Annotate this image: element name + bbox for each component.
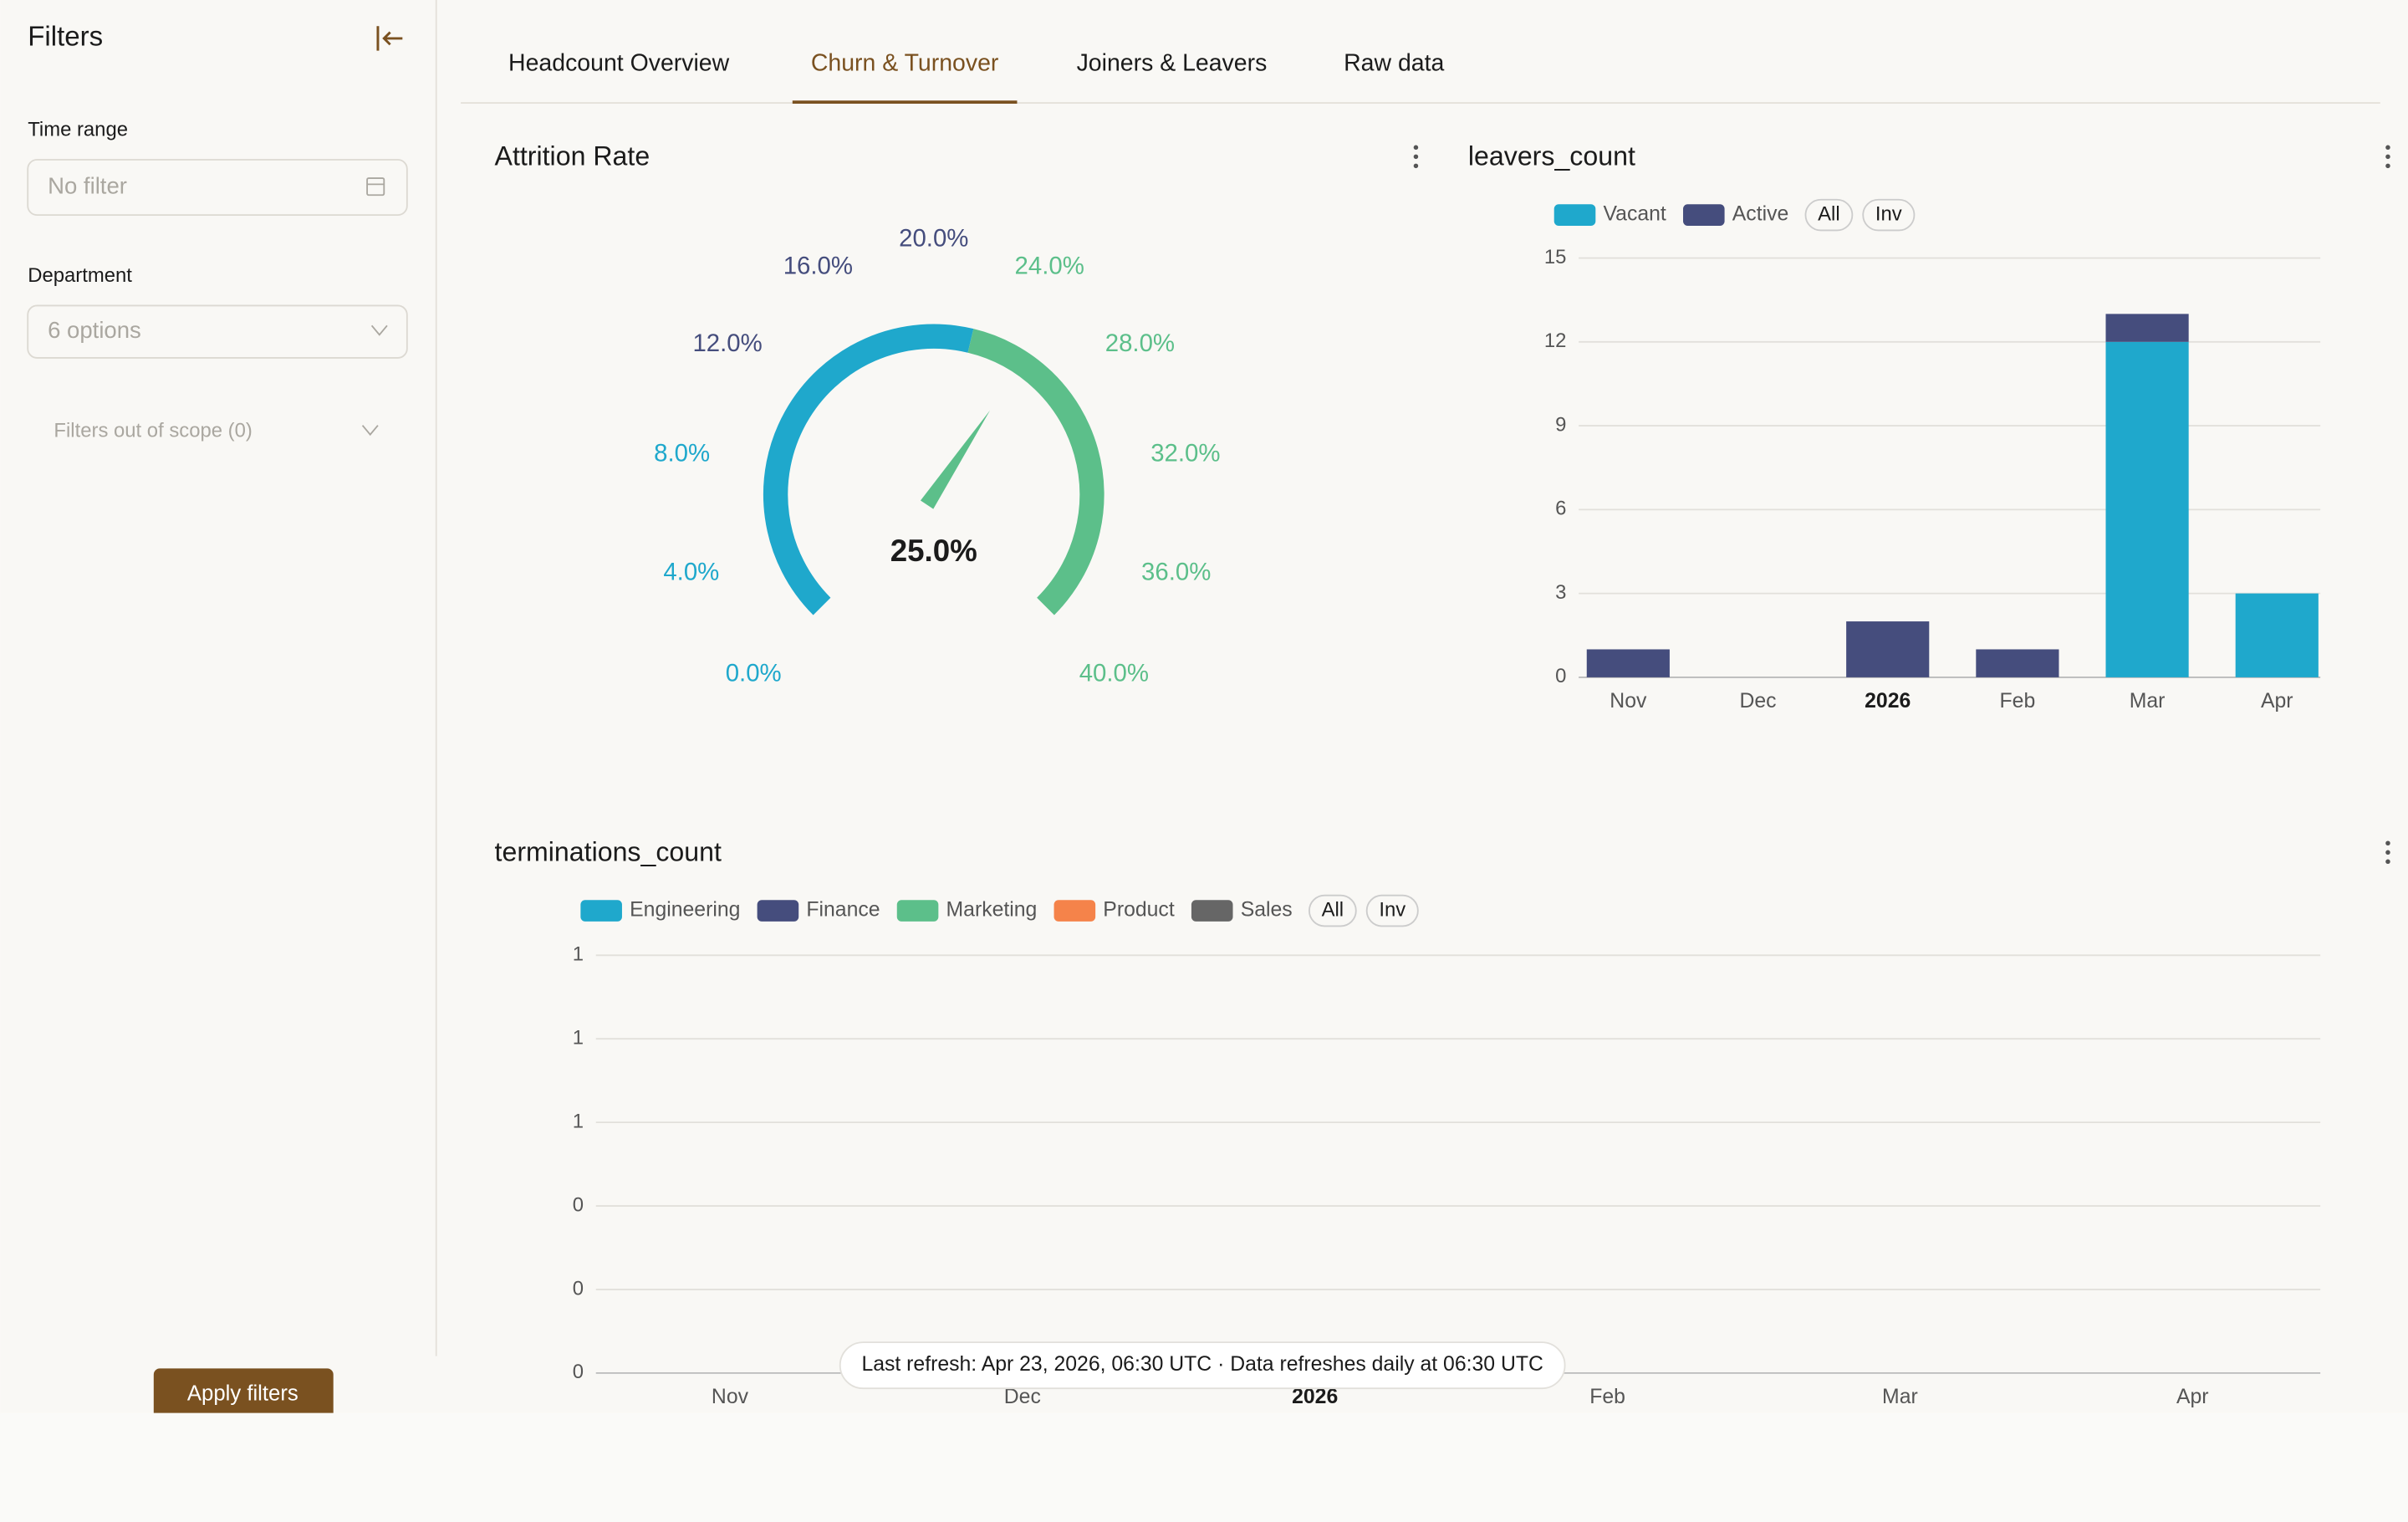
- x-tick-label: Apr: [2176, 1386, 2209, 1408]
- tab[interactable]: Raw data: [1344, 50, 1444, 77]
- bar: [1586, 649, 1670, 677]
- refresh-note-text: Last refresh: Apr 23, 2026, 06:30 UTC · …: [861, 1353, 1543, 1376]
- chart-menu[interactable]: [2385, 840, 2390, 865]
- legend-button[interactable]: [1365, 894, 1419, 927]
- y-tick-label: 0: [573, 1361, 584, 1383]
- fold-mask: [138, 1412, 354, 1444]
- chart-menu[interactable]: [2385, 145, 2390, 169]
- x-tick-label: Feb: [1589, 1386, 1625, 1408]
- x-tick-label: Nov: [1610, 690, 1647, 712]
- y-tick-label: 6: [1555, 498, 1566, 520]
- legend-label[interactable]: Product: [1103, 899, 1175, 922]
- chart-title: terminations_count: [495, 837, 722, 867]
- legend-button[interactable]: [1308, 894, 1357, 927]
- y-tick-label: 15: [1544, 246, 1567, 268]
- legend-label[interactable]: Engineering: [630, 899, 740, 922]
- legend-swatch[interactable]: [580, 900, 622, 922]
- x-tick-label: Dec: [1739, 690, 1776, 712]
- legend-button-label[interactable]: Inv: [1875, 202, 1902, 225]
- gauge-tick-label: 24.0%: [1015, 252, 1084, 279]
- y-tick-label: 0: [573, 1193, 584, 1216]
- tab[interactable]: Headcount Overview: [508, 50, 730, 77]
- bar: [2235, 593, 2319, 677]
- legend-button-label[interactable]: All: [1322, 898, 1344, 921]
- chart-title: Attrition Rate: [495, 141, 650, 171]
- x-tick-label: Nov: [712, 1386, 749, 1408]
- gauge-value: 25.0%: [890, 534, 977, 568]
- gauge-band: [967, 329, 1105, 615]
- bar: [2105, 314, 2189, 342]
- tab[interactable]: Joiners & Leavers: [1077, 50, 1268, 77]
- gauge-tick-label: 20.0%: [899, 224, 968, 252]
- y-tick-label: 1: [573, 1027, 584, 1050]
- x-tick-label: Dec: [1004, 1386, 1041, 1408]
- bar: [1976, 649, 2059, 677]
- chevron: [370, 324, 388, 336]
- legend-button-label[interactable]: All: [1818, 202, 1840, 225]
- gauge-tick-label: 16.0%: [783, 252, 853, 279]
- gauge-tick-label: 40.0%: [1079, 660, 1149, 687]
- department-select[interactable]: [27, 304, 408, 359]
- legend-swatch[interactable]: [896, 900, 939, 922]
- legend-swatch[interactable]: [1191, 900, 1233, 922]
- time-range-label: Time range: [28, 118, 128, 140]
- gauge-tick-label: 8.0%: [654, 439, 710, 467]
- legend-swatch[interactable]: [1683, 204, 1725, 226]
- x-tick-label: Mar: [1882, 1386, 1918, 1408]
- chevron: [361, 425, 379, 437]
- bar: [2105, 341, 2189, 677]
- time-range-input[interactable]: [27, 159, 408, 217]
- gauge-tick-label: 28.0%: [1105, 329, 1175, 357]
- x-tick-label: 2026: [1292, 1386, 1338, 1408]
- time-range-placeholder: No filter: [48, 172, 127, 198]
- gauge-needle: [920, 410, 991, 509]
- gauge-tick-label: 4.0%: [663, 558, 719, 585]
- legend-label[interactable]: Marketing: [946, 899, 1038, 922]
- legend-label[interactable]: Active: [1732, 203, 1788, 226]
- x-tick-label: Feb: [2000, 690, 2036, 712]
- y-tick-label: 0: [1555, 665, 1566, 687]
- x-tick-label: 2026: [1865, 690, 1911, 712]
- gauge-tick-label: 0.0%: [726, 660, 782, 687]
- y-tick-label: 0: [573, 1277, 584, 1300]
- y-tick-label: 12: [1544, 329, 1567, 352]
- legend-button-label[interactable]: Inv: [1379, 898, 1406, 921]
- chart-menu[interactable]: [1413, 145, 1419, 169]
- y-tick-label: 1: [573, 1110, 584, 1132]
- legend-button[interactable]: [1804, 198, 1854, 232]
- background: [0, 0, 2408, 1413]
- y-tick-label: 9: [1555, 413, 1566, 436]
- gauge-tick-label: 36.0%: [1141, 558, 1211, 585]
- legend-swatch[interactable]: [1054, 900, 1096, 922]
- x-tick-label: Apr: [2261, 690, 2293, 712]
- collapse-button[interactable]: [376, 26, 403, 51]
- legend-label[interactable]: Finance: [806, 899, 880, 922]
- gauge-band: [763, 324, 974, 615]
- bar: [1846, 621, 1930, 677]
- out-of-scope[interactable]: Filters out of scope (0): [54, 419, 252, 442]
- sidebar-title: Filters: [28, 22, 103, 53]
- apply-button-label[interactable]: Apply filters: [187, 1382, 298, 1405]
- legend-swatch[interactable]: [1553, 204, 1596, 226]
- x-tick-label: Mar: [2130, 690, 2166, 712]
- chart-title: leavers_count: [1468, 141, 1635, 171]
- calendar-icon: [366, 177, 385, 197]
- department-placeholder: 6 options: [48, 317, 141, 343]
- refresh-note: [839, 1341, 1566, 1390]
- y-tick-label: 1: [573, 943, 584, 966]
- gauge-tick-label: 12.0%: [692, 329, 762, 357]
- apply-button[interactable]: [153, 1368, 334, 1424]
- tab[interactable]: Churn & Turnover: [811, 50, 999, 77]
- legend-button[interactable]: [1862, 198, 1916, 232]
- gauge-tick-label: 32.0%: [1150, 439, 1220, 467]
- y-tick-label: 3: [1555, 581, 1566, 604]
- legend-label[interactable]: Vacant: [1603, 203, 1666, 226]
- department-label: Department: [28, 264, 132, 287]
- legend-swatch[interactable]: [757, 900, 799, 922]
- legend-label[interactable]: Sales: [1241, 899, 1293, 922]
